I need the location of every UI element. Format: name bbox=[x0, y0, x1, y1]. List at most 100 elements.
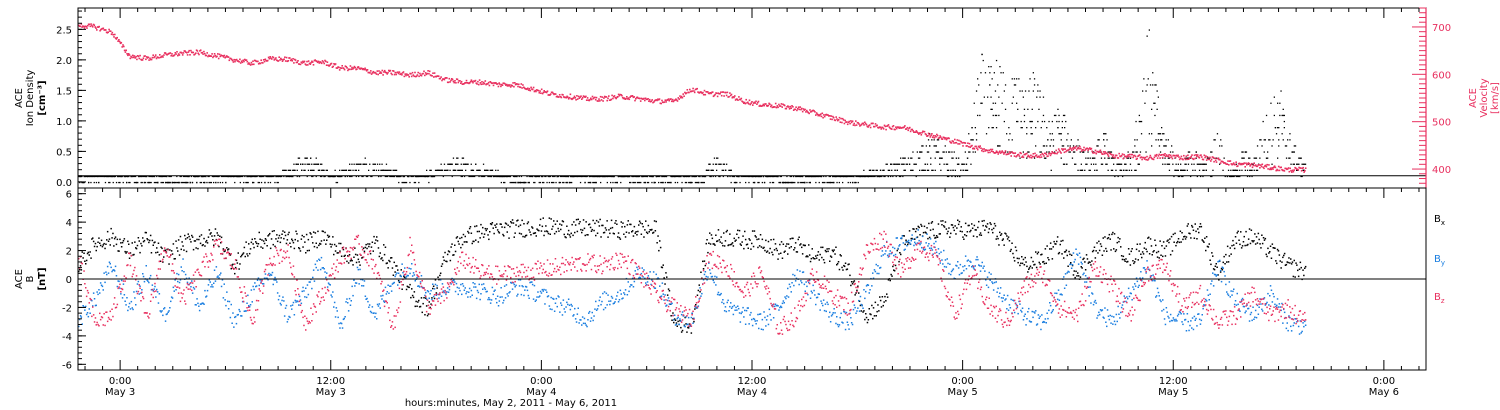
density-point bbox=[974, 127, 976, 129]
density-point bbox=[853, 175, 855, 178]
bx-point bbox=[462, 233, 465, 236]
bx-point bbox=[269, 247, 272, 250]
density-point bbox=[156, 175, 158, 178]
velocity-point bbox=[831, 118, 833, 121]
bx-point bbox=[1057, 252, 1060, 255]
velocity-point bbox=[483, 82, 486, 85]
velocity-point bbox=[240, 60, 243, 62]
density-axis-label-3: [cm⁻³] bbox=[37, 80, 48, 115]
velocity-point bbox=[1117, 157, 1120, 159]
density-point bbox=[1203, 169, 1205, 171]
density-point bbox=[133, 181, 136, 184]
velocity-point bbox=[291, 60, 294, 62]
velocity-point bbox=[516, 83, 518, 85]
density-point bbox=[206, 181, 208, 184]
density-point bbox=[791, 181, 794, 184]
velocity-point bbox=[861, 122, 864, 125]
density-point bbox=[1011, 102, 1013, 104]
bx-point bbox=[711, 237, 714, 240]
density-point bbox=[589, 175, 592, 178]
bx-point bbox=[205, 239, 208, 242]
bx-point bbox=[645, 220, 647, 222]
bx-point bbox=[1077, 272, 1079, 274]
bx-point bbox=[376, 236, 378, 238]
density-point bbox=[1119, 163, 1121, 165]
density-point bbox=[337, 175, 340, 178]
bx-point bbox=[669, 303, 671, 305]
velocity-point bbox=[1241, 163, 1243, 166]
density-point bbox=[389, 175, 391, 178]
density-point bbox=[842, 181, 844, 184]
density-point bbox=[147, 181, 149, 184]
velocity-point bbox=[272, 56, 275, 59]
density-point bbox=[958, 163, 960, 165]
velocity-point bbox=[123, 45, 125, 48]
velocity-point bbox=[182, 52, 185, 54]
density-point bbox=[385, 175, 388, 178]
velocity-point bbox=[725, 91, 727, 94]
bx-point bbox=[400, 269, 402, 271]
bx-point bbox=[180, 248, 182, 251]
bx-point bbox=[355, 261, 358, 264]
density-point bbox=[645, 175, 647, 178]
bx-point bbox=[812, 257, 814, 259]
velocity-point bbox=[801, 107, 803, 110]
velocity-point bbox=[1079, 145, 1081, 148]
velocity-point bbox=[813, 110, 815, 112]
density-point bbox=[429, 169, 431, 171]
bx-point bbox=[787, 243, 790, 245]
velocity-point bbox=[1058, 149, 1061, 152]
velocity-point bbox=[689, 88, 691, 91]
bx-point bbox=[508, 237, 510, 239]
density-point bbox=[511, 181, 514, 184]
bx-point bbox=[553, 232, 556, 235]
bx-point bbox=[546, 231, 549, 233]
density-point bbox=[365, 175, 368, 178]
density-point bbox=[1067, 133, 1069, 135]
bx-point bbox=[737, 236, 740, 239]
velocity-point bbox=[756, 101, 759, 104]
density-point bbox=[591, 175, 593, 178]
velocity-point bbox=[788, 108, 791, 110]
bx-point bbox=[971, 223, 973, 225]
density-point bbox=[1080, 163, 1082, 165]
velocity-point bbox=[817, 114, 819, 117]
bx-point bbox=[1096, 242, 1098, 244]
density-point bbox=[994, 102, 997, 104]
density-point bbox=[756, 175, 758, 178]
density-point bbox=[467, 163, 469, 165]
bx-point bbox=[693, 320, 695, 323]
density-point bbox=[1010, 151, 1012, 153]
bx-point bbox=[184, 238, 187, 240]
velocity-point bbox=[374, 72, 377, 74]
density-point bbox=[1293, 151, 1295, 153]
density-point bbox=[1012, 96, 1014, 98]
velocity-point bbox=[650, 100, 653, 103]
velocity-point bbox=[710, 92, 712, 95]
density-point bbox=[217, 181, 219, 184]
velocity-point bbox=[542, 91, 545, 94]
bx-point bbox=[250, 241, 253, 244]
density-point bbox=[726, 163, 728, 165]
bx-point bbox=[582, 219, 585, 221]
density-point bbox=[191, 181, 194, 184]
velocity-point bbox=[1165, 155, 1167, 158]
bx-point bbox=[262, 247, 264, 249]
bx-point bbox=[590, 230, 593, 232]
velocity-point bbox=[554, 93, 556, 95]
velocity-point bbox=[171, 53, 173, 55]
velocity-point bbox=[153, 56, 155, 59]
density-point bbox=[314, 163, 316, 165]
density-point bbox=[798, 175, 800, 178]
density-point bbox=[1180, 163, 1182, 165]
density-point bbox=[221, 175, 224, 178]
velocity-point bbox=[594, 96, 596, 99]
density-point bbox=[405, 181, 408, 184]
velocity-point bbox=[994, 151, 997, 154]
density-point bbox=[119, 181, 121, 184]
density-point bbox=[835, 175, 837, 178]
velocity-point bbox=[1045, 153, 1048, 156]
velocity-point bbox=[82, 25, 84, 27]
velocity-point bbox=[1219, 158, 1221, 161]
